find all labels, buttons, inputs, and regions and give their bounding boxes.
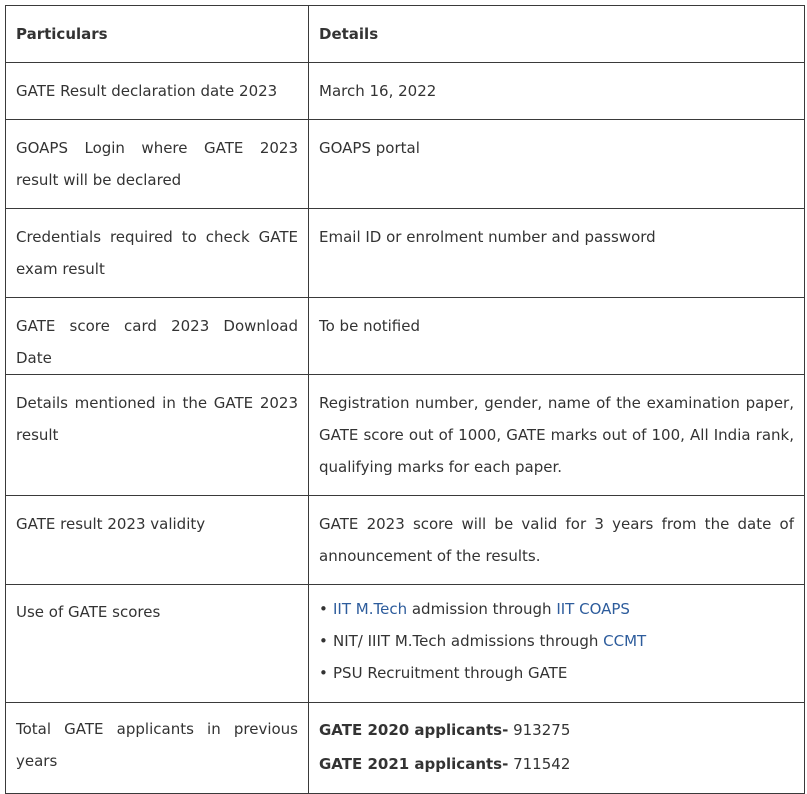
list-item-text: PSU Recruitment through GATE — [333, 664, 568, 682]
table-row: Credentials required to check GATE exam … — [5, 208, 805, 298]
detail-cell: IIT M.Tech admission through IIT COAPS N… — [308, 584, 805, 703]
applicants-2021: GATE 2021 applicants- 711542 — [319, 747, 794, 781]
gate-result-table: Particulars Details GATE Result declarat… — [5, 5, 805, 794]
table-row: GATE result 2023 validity GATE 2023 scor… — [5, 495, 805, 585]
applicants-value: 913275 — [508, 721, 571, 739]
table-row: GATE Result declaration date 2023 March … — [5, 62, 805, 120]
particular-cell: GATE Result declaration date 2023 — [5, 62, 309, 120]
detail-cell: March 16, 2022 — [308, 62, 805, 120]
table-row: Use of GATE scores IIT M.Tech admission … — [5, 584, 805, 703]
iit-coaps-link[interactable]: IIT COAPS — [556, 600, 630, 618]
particular-cell: Use of GATE scores — [5, 584, 309, 703]
applicants-2020: GATE 2020 applicants- 913275 — [319, 713, 794, 747]
detail-cell: Email ID or enrolment number and passwor… — [308, 208, 805, 298]
iit-mtech-link[interactable]: IIT M.Tech — [333, 600, 408, 618]
table-row: GATE score card 2023 Download Date To be… — [5, 297, 805, 375]
table-row: Total GATE applicants in previous years … — [5, 702, 805, 794]
list-item-text: admission through — [407, 600, 557, 618]
header-details: Details — [308, 5, 805, 63]
detail-cell: GOAPS portal — [308, 119, 805, 209]
particular-cell: Credentials required to check GATE exam … — [5, 208, 309, 298]
applicants-value: 711542 — [508, 755, 571, 773]
list-item: PSU Recruitment through GATE — [319, 657, 794, 689]
applicants-label: GATE 2020 applicants- — [319, 721, 509, 739]
detail-cell: Registration number, gender, name of the… — [308, 374, 805, 496]
list-item: NIT/ IIIT M.Tech admissions through CCMT — [319, 625, 794, 657]
list-item-text: NIT/ IIIT M.Tech admissions through — [333, 632, 604, 650]
detail-cell: GATE 2023 score will be valid for 3 year… — [308, 495, 805, 585]
detail-cell: To be notified — [308, 297, 805, 375]
particular-cell: GATE score card 2023 Download Date — [5, 297, 309, 375]
header-particulars: Particulars — [5, 5, 309, 63]
table-row: Details mentioned in the GATE 2023 resul… — [5, 374, 805, 496]
list-item: IIT M.Tech admission through IIT COAPS — [319, 593, 794, 625]
detail-cell: GATE 2020 applicants- 913275 GATE 2021 a… — [308, 702, 805, 794]
applicants-label: GATE 2021 applicants- — [319, 755, 509, 773]
particular-cell: GOAPS Login where GATE 2023 result will … — [5, 119, 309, 209]
particular-cell: GATE result 2023 validity — [5, 495, 309, 585]
ccmt-link[interactable]: CCMT — [603, 632, 647, 650]
particular-cell: Details mentioned in the GATE 2023 resul… — [5, 374, 309, 496]
gate-score-uses-list: IIT M.Tech admission through IIT COAPS N… — [319, 593, 794, 689]
table-header-row: Particulars Details — [5, 5, 805, 63]
particular-cell: Total GATE applicants in previous years — [5, 702, 309, 794]
table-row: GOAPS Login where GATE 2023 result will … — [5, 119, 805, 209]
